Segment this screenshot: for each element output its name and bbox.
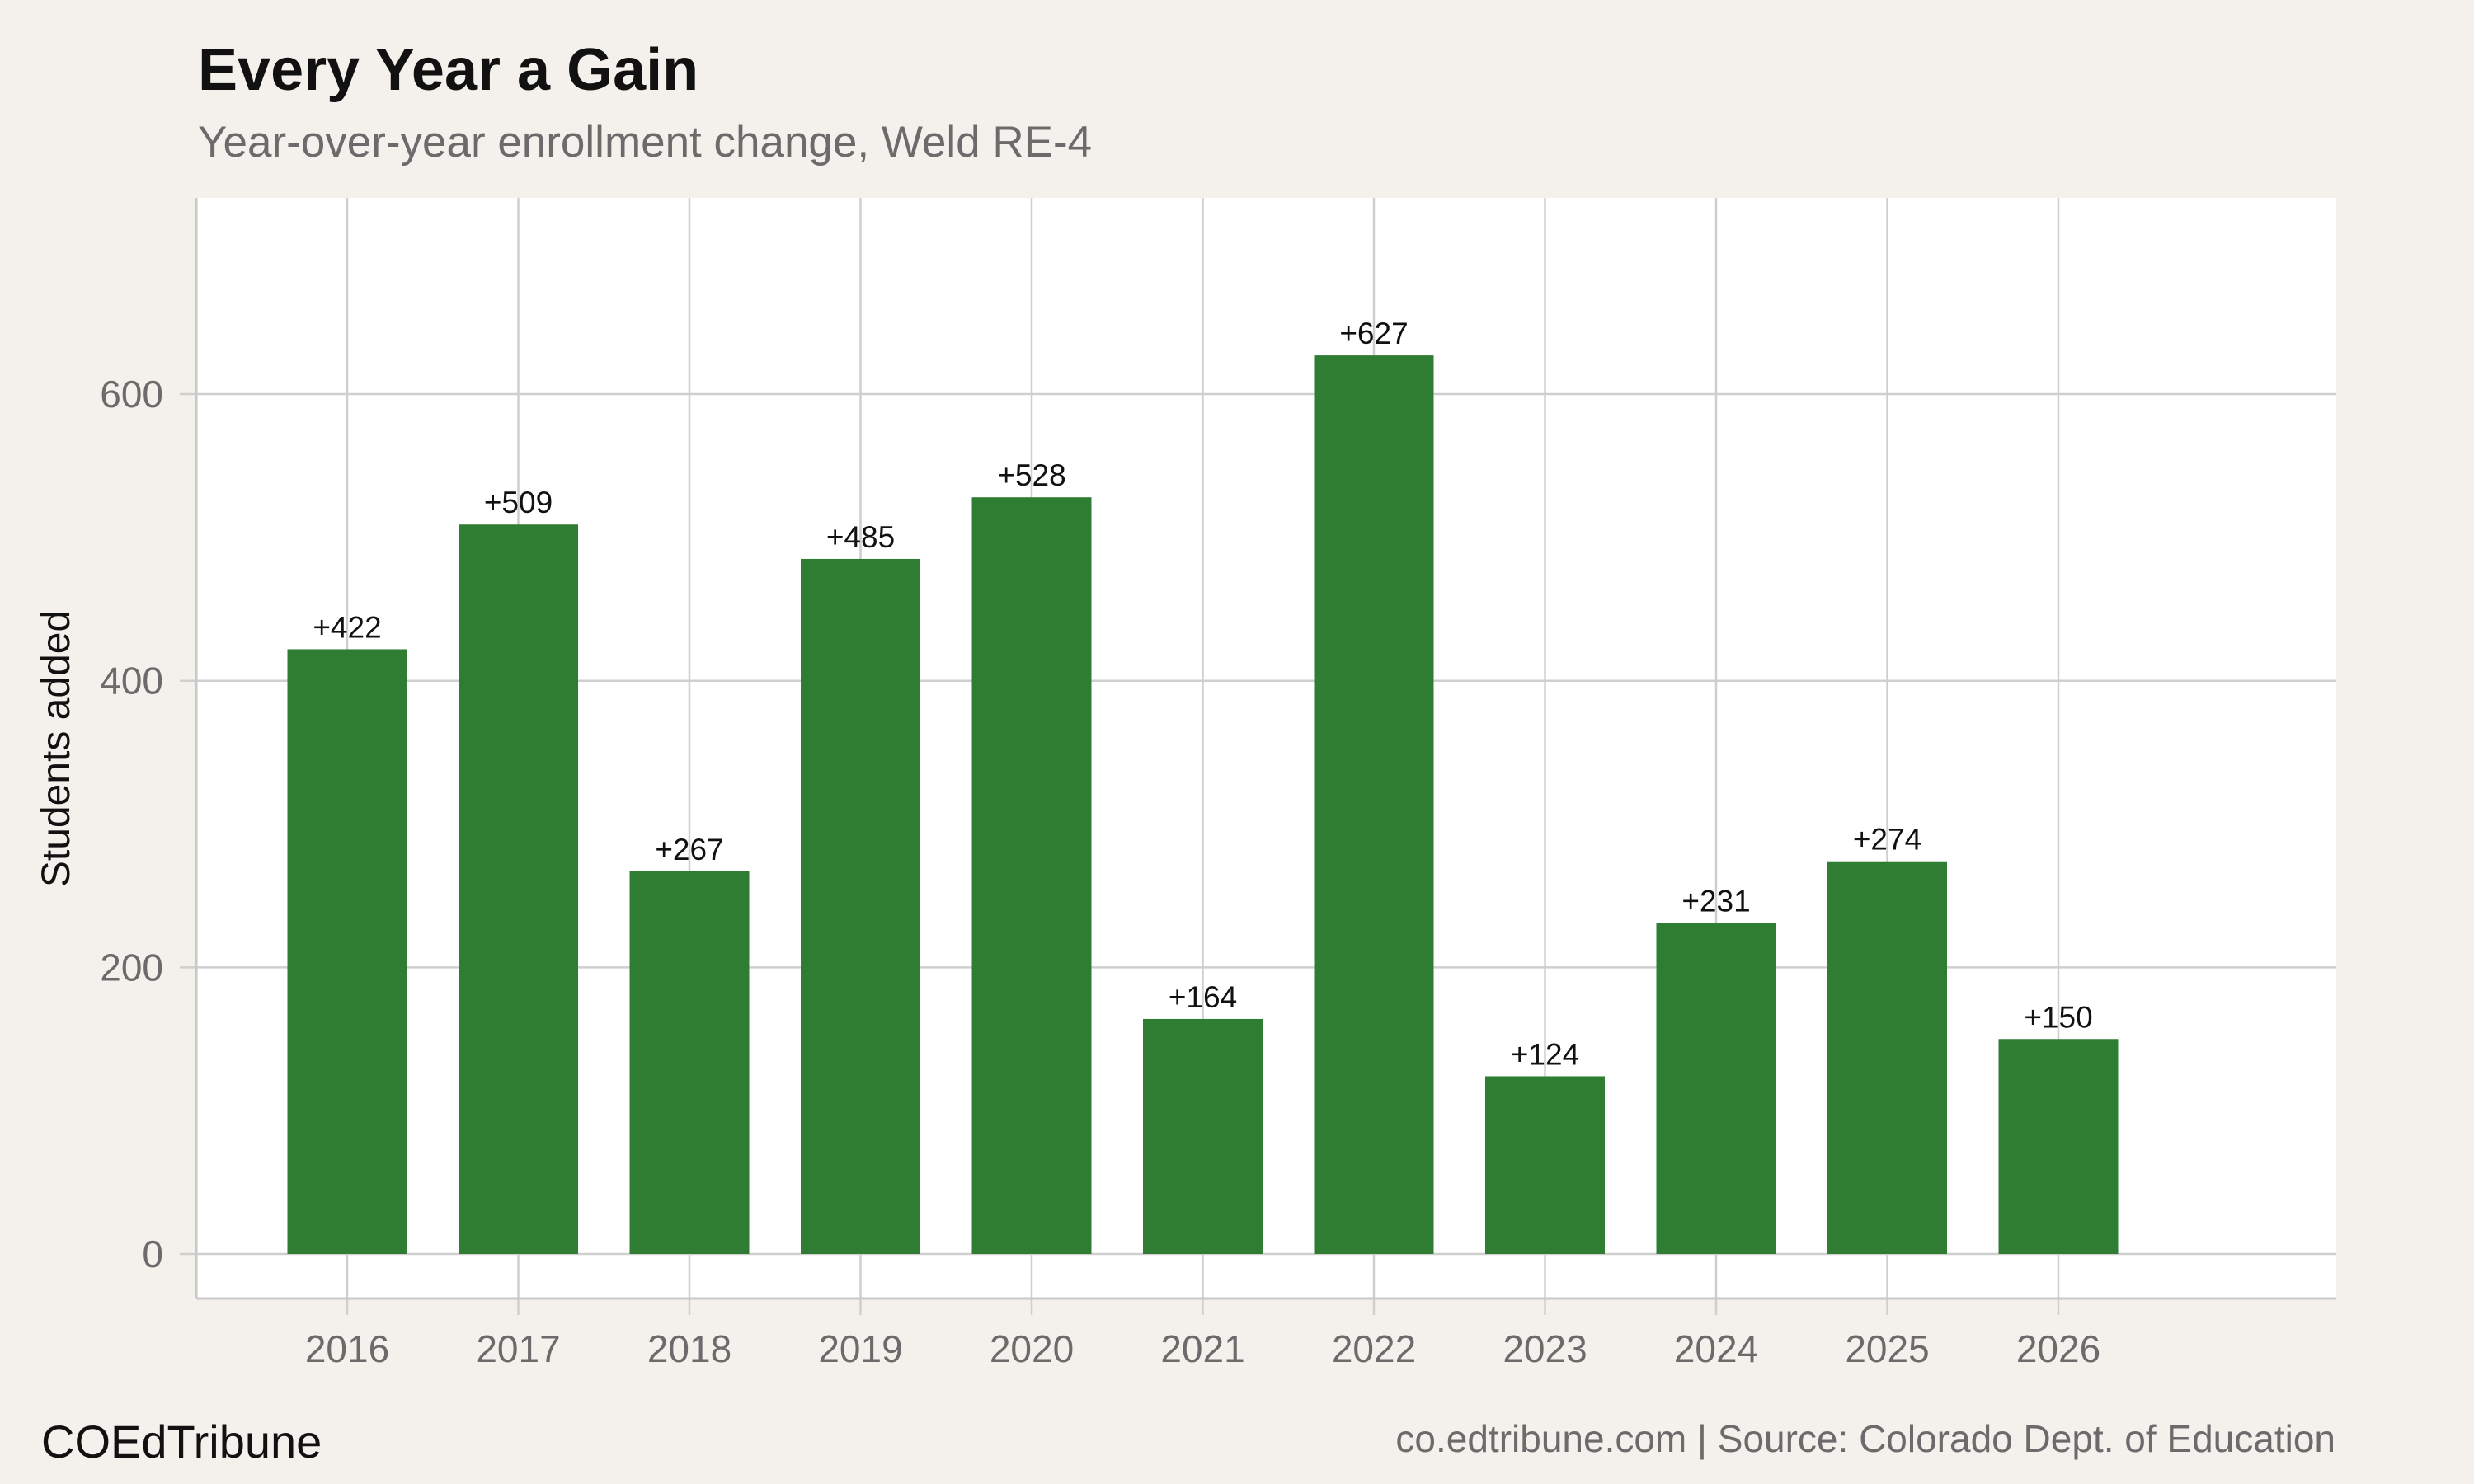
bar-2020 — [971, 497, 1092, 1254]
x-tick-label-2017: 2017 — [476, 1327, 560, 1370]
bar-2024 — [1656, 923, 1776, 1254]
data-label-2019: +485 — [826, 520, 895, 554]
bar-2017 — [459, 524, 578, 1254]
data-label-2018: +267 — [655, 833, 723, 866]
data-label-2022: +627 — [1339, 317, 1408, 350]
data-label-2017: +509 — [484, 486, 553, 519]
bars — [287, 355, 2119, 1255]
y-tick-label: 600 — [100, 373, 163, 416]
brand-logo-text: COEdTribune — [41, 1416, 322, 1468]
x-tick-label-2019: 2019 — [818, 1327, 902, 1370]
x-tick-label-2021: 2021 — [1160, 1327, 1244, 1370]
bar-2021 — [1143, 1018, 1263, 1254]
x-tick-label-2025: 2025 — [1845, 1327, 1929, 1370]
data-label-2024: +231 — [1681, 884, 1750, 918]
bar-2025 — [1827, 861, 1947, 1254]
data-labels: +422 +509 +267 +485 +528 +164 +627 +124 +231 +274… — [313, 317, 2092, 1071]
bar-2023 — [1485, 1076, 1605, 1254]
x-tick-label-2026: 2026 — [2016, 1327, 2100, 1370]
x-tick-label-2023: 2023 — [1503, 1327, 1587, 1370]
x-tick-label-2022: 2022 — [1332, 1327, 1416, 1370]
x-tick-label-2020: 2020 — [990, 1327, 1074, 1370]
y-tick-label: 0 — [142, 1233, 163, 1275]
x-tick-label-2024: 2024 — [1674, 1327, 1758, 1370]
chart-subtitle: Year-over-year enrollment change, Weld R… — [198, 118, 1093, 167]
bar-2016 — [287, 649, 407, 1254]
data-label-2025: +274 — [1853, 823, 1921, 857]
bar-2019 — [801, 558, 920, 1254]
data-label-2016: +422 — [313, 610, 381, 644]
data-label-2026: +150 — [2024, 1000, 2092, 1034]
bar-2022 — [1314, 355, 1434, 1255]
bar-2026 — [1998, 1039, 2119, 1254]
x-tick-label-2016: 2016 — [305, 1327, 389, 1370]
y-tick-label: 400 — [100, 660, 163, 702]
bar-2018 — [629, 871, 750, 1254]
y-tick-label: 200 — [100, 946, 163, 989]
data-label-2020: +528 — [997, 458, 1065, 492]
data-label-2023: +124 — [1511, 1037, 1579, 1071]
y-axis-label: Students added — [35, 610, 78, 887]
x-tick-label-2018: 2018 — [647, 1327, 731, 1370]
source-credit: co.edtribune.com | Source: Colorado Dept… — [1395, 1417, 2335, 1460]
tick-labels: 0 200 400 600 2016 2017 2018 2019 2020 2021 2022 20… — [100, 373, 2100, 1370]
chart-title: Every Year a Gain — [198, 37, 699, 103]
data-label-2021: +164 — [1169, 980, 1237, 1014]
